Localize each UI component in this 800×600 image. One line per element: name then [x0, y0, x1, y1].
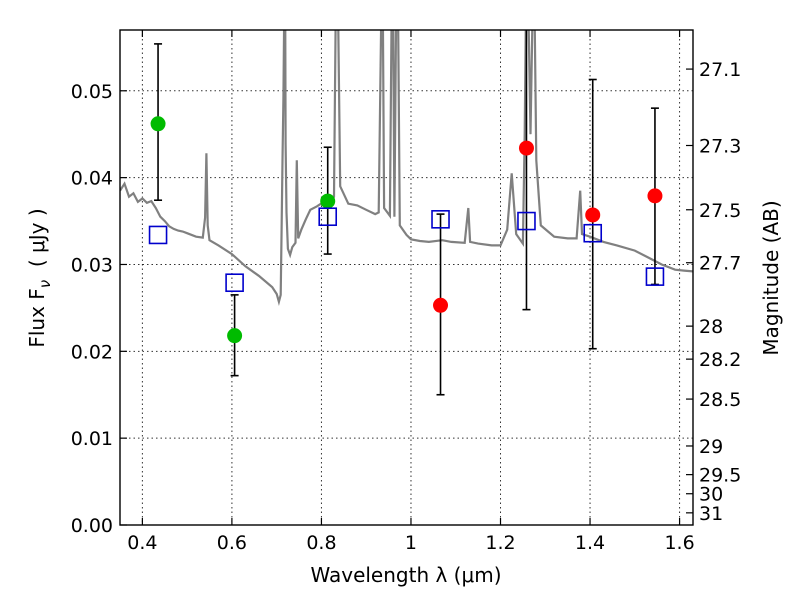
red-data-point: [518, 140, 534, 156]
y-axis-title-subscript: ν: [36, 280, 54, 288]
right-tick-label: 27.1: [699, 59, 741, 81]
green-data-point: [227, 328, 243, 344]
model-box-marker: [148, 225, 168, 245]
model-box-marker: [517, 211, 536, 231]
axis-ticks: 0.4 0.6 0.8 1 1.2 1.4 1.6 0.00 0.01 0.02 0.03 0.04 0…: [71, 30, 741, 554]
right-tick-label: 28.5: [699, 389, 741, 411]
spectrum-layer: [120, 30, 693, 306]
x-tick-label: 1.4: [575, 532, 605, 554]
x-tick-label: 1: [405, 532, 417, 554]
right-tick-label: 28.2: [699, 349, 741, 371]
x-tick-label: 1.6: [664, 532, 694, 554]
right-tick-label: 29.5: [699, 465, 741, 487]
y-tick-label: 0.05: [71, 81, 113, 103]
right-tick-label: 30: [699, 484, 723, 506]
y-tick-label: 0.02: [71, 341, 113, 363]
green-data-point: [320, 193, 336, 209]
model-spectrum-line: [120, 30, 693, 306]
right-tick-label: 27.7: [699, 253, 741, 275]
green-data-point: [150, 116, 166, 132]
y-tick-label: 0.04: [71, 168, 113, 190]
model-box-marker: [225, 273, 244, 293]
model-box-marker: [583, 223, 603, 243]
right-tick-label: 31: [699, 503, 723, 525]
x-tick-label: 1.2: [485, 532, 515, 554]
y-axis-title: Flux Fν ( μJy ): [25, 208, 54, 347]
y-tick-label: 0.03: [71, 254, 113, 276]
data-markers: [148, 30, 665, 396]
x-axis-title: Wavelength λ (μm): [310, 563, 501, 587]
x-tick-label: 0.4: [127, 532, 157, 554]
y-axis-title-main: Flux F: [25, 288, 49, 347]
red-data-point: [585, 207, 601, 223]
red-data-point: [433, 297, 449, 313]
grid-lines: [120, 30, 693, 526]
model-box-marker: [645, 267, 665, 286]
right-tick-label: 27.5: [699, 200, 741, 222]
plot-frame: [119, 29, 694, 526]
y-tick-label: 0.01: [71, 428, 113, 450]
right-tick-label: 28: [699, 316, 723, 338]
model-box-marker: [318, 207, 338, 227]
x-tick-label: 0.8: [306, 532, 336, 554]
model-box-marker: [431, 210, 450, 229]
right-axis-title: Magnitude (AB): [759, 200, 783, 355]
y-axis-title-unit: ( μJy ): [25, 208, 49, 280]
right-tick-label: 29: [699, 436, 723, 458]
y-tick-label: 0.00: [71, 515, 113, 537]
red-data-point: [647, 188, 663, 204]
right-tick-label: 27.3: [699, 136, 741, 158]
x-tick-label: 0.6: [217, 532, 247, 554]
